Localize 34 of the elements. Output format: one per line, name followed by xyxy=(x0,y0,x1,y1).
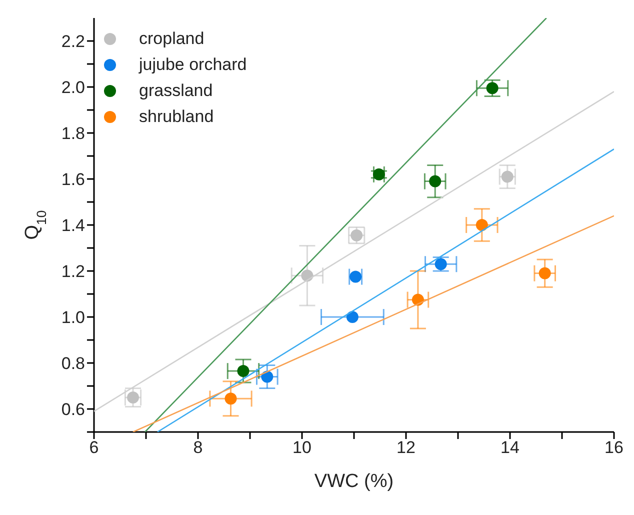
point xyxy=(372,168,385,180)
x-tick-label: 8 xyxy=(193,438,203,458)
legend-label: grassland xyxy=(139,80,213,102)
point xyxy=(538,267,551,280)
x-tick-label: 6 xyxy=(89,438,99,458)
y-tick-label: 1.2 xyxy=(61,262,85,282)
legend-label: cropland xyxy=(139,28,204,50)
x-tick-label: 16 xyxy=(604,438,624,458)
point xyxy=(429,175,442,188)
y-tick-label: 0.8 xyxy=(61,354,85,374)
y-tick-label: 0.6 xyxy=(61,400,85,420)
legend-label: jujube orchard xyxy=(139,54,247,76)
point xyxy=(224,392,237,405)
point xyxy=(346,311,358,323)
point xyxy=(237,365,250,378)
point xyxy=(486,82,498,94)
x-tick-label: 10 xyxy=(292,438,312,458)
point xyxy=(350,229,363,242)
x-tick-label: 14 xyxy=(500,438,520,458)
y-tick-label: 2.2 xyxy=(61,32,85,52)
y-tick-label: 1.8 xyxy=(61,124,85,144)
y-tick-label: 1.4 xyxy=(61,216,85,236)
x-tick-label: 12 xyxy=(396,438,416,458)
x-axis-title: VWC (%) xyxy=(314,471,394,492)
y-tick-label: 2.0 xyxy=(61,78,85,98)
point xyxy=(476,219,488,231)
point xyxy=(501,170,514,183)
point xyxy=(261,370,274,383)
point xyxy=(127,392,139,404)
y-tick-label: 1.6 xyxy=(61,170,85,190)
y-tick-label: 1.0 xyxy=(61,308,85,328)
point xyxy=(434,258,447,270)
legend-label: shrubland xyxy=(139,106,214,128)
point xyxy=(350,270,362,283)
